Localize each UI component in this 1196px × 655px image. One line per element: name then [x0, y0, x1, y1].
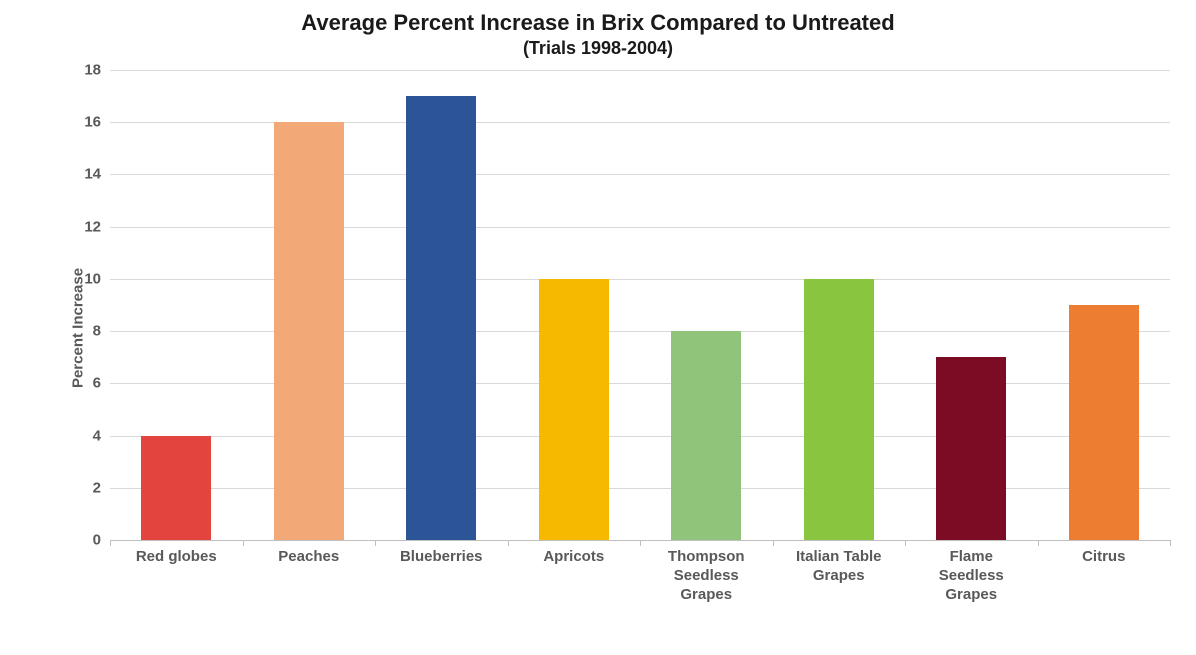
y-tick-label: 12 [84, 218, 101, 235]
bar-apricots [539, 279, 609, 540]
x-tick-mark [1038, 540, 1039, 546]
x-tick-mark [640, 540, 641, 546]
gridline [110, 436, 1170, 437]
x-tick-mark [773, 540, 774, 546]
x-axis-label: Italian TableGrapes [773, 548, 906, 586]
x-axis-label: FlameSeedlessGrapes [905, 548, 1038, 604]
chart-title-block: Average Percent Increase in Brix Compare… [0, 10, 1196, 59]
chart-title: Average Percent Increase in Brix Compare… [0, 10, 1196, 36]
x-axis-label: Apricots [508, 548, 641, 567]
x-tick-mark [508, 540, 509, 546]
bar-citrus [1069, 305, 1139, 540]
brix-bar-chart: Average Percent Increase in Brix Compare… [0, 0, 1196, 655]
bar-peaches [274, 122, 344, 540]
x-axis-label: Blueberries [375, 548, 508, 567]
gridline [110, 488, 1170, 489]
x-axis-label: Red globes [110, 548, 243, 567]
gridline [110, 331, 1170, 332]
x-axis-label: Peaches [243, 548, 376, 567]
x-tick-mark [110, 540, 111, 546]
y-tick-label: 16 [84, 114, 101, 131]
y-tick-label: 8 [93, 323, 101, 340]
gridline [110, 70, 1170, 71]
bar-thompson-seedless-grapes [671, 331, 741, 540]
x-axis-label: ThompsonSeedlessGrapes [640, 548, 773, 604]
bar-red-globes [141, 436, 211, 540]
y-tick-label: 4 [93, 427, 101, 444]
x-axis-label: Citrus [1038, 548, 1171, 567]
gridline [110, 122, 1170, 123]
y-tick-label: 2 [93, 479, 101, 496]
chart-subtitle: (Trials 1998-2004) [0, 38, 1196, 59]
bar-flame-seedless-grapes [936, 357, 1006, 540]
y-tick-label: 6 [93, 375, 101, 392]
bar-italian-table-grapes [804, 279, 874, 540]
y-tick-label: 10 [84, 270, 101, 287]
x-tick-mark [1170, 540, 1171, 546]
x-tick-mark [243, 540, 244, 546]
y-tick-label: 18 [84, 62, 101, 79]
y-tick-label: 0 [93, 532, 101, 549]
y-tick-label: 14 [84, 166, 101, 183]
bar-blueberries [406, 96, 476, 540]
gridline [110, 383, 1170, 384]
x-tick-mark [375, 540, 376, 546]
gridline [110, 174, 1170, 175]
gridline [110, 227, 1170, 228]
x-tick-mark [905, 540, 906, 546]
gridline [110, 279, 1170, 280]
